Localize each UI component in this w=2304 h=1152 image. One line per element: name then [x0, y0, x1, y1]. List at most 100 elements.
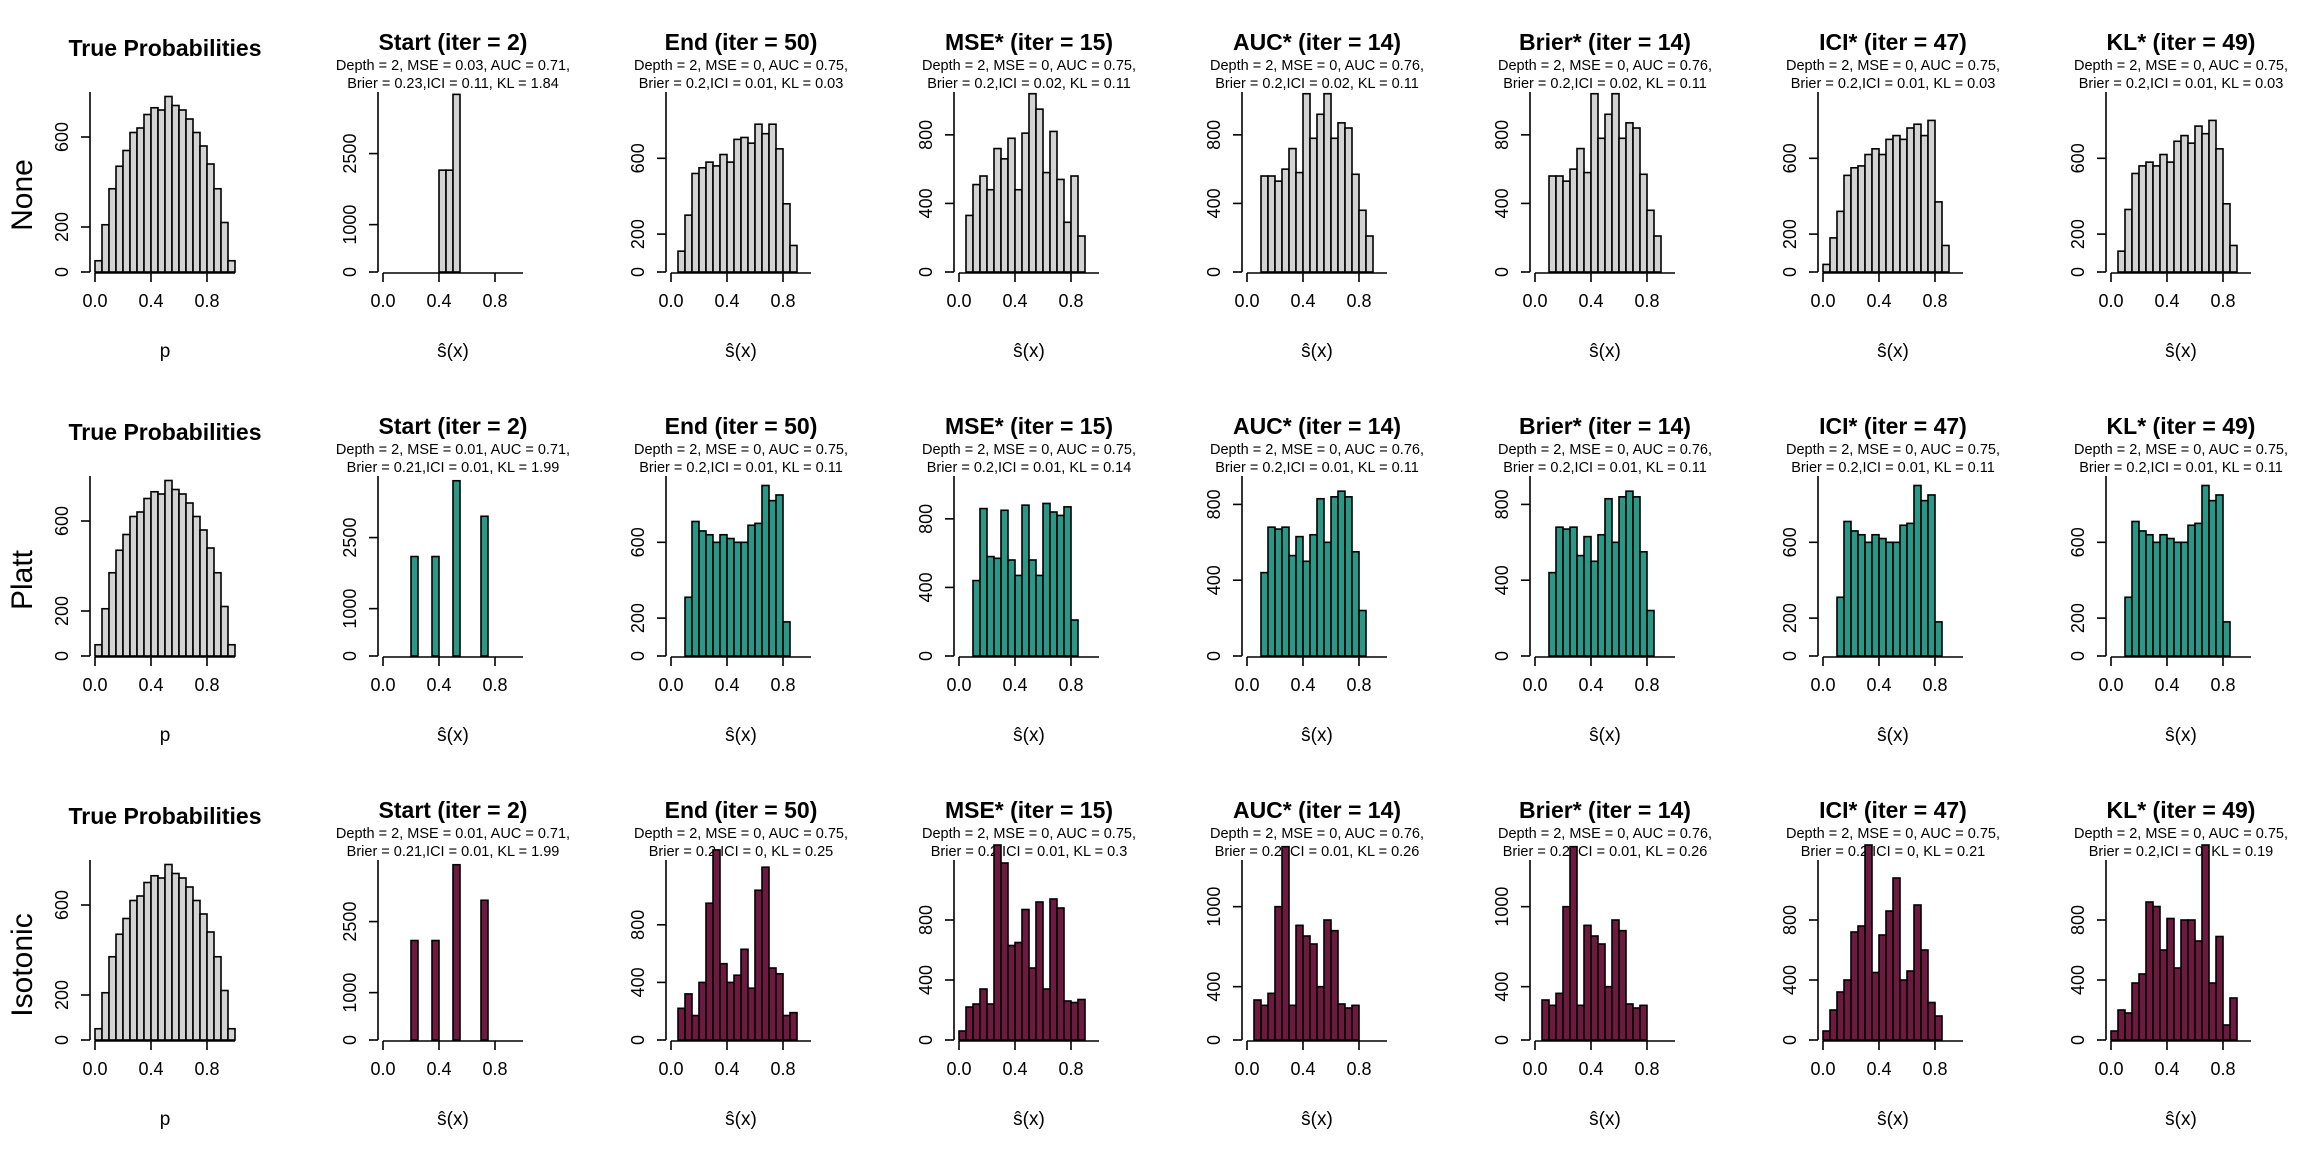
histogram-bar [1063, 506, 1072, 657]
x-tick-label: 0.8 [194, 291, 219, 311]
histogram-bar [684, 596, 693, 657]
panel-subtitle-line: Brier = 0.2,ICI = 0, KL = 0.21 [1801, 844, 1985, 860]
histogram-bar [410, 555, 419, 657]
y-tick-label: 0 [628, 1035, 648, 1045]
histogram-bar [1906, 970, 1915, 1041]
histogram-bar [972, 579, 981, 657]
y-tick-label: 600 [52, 890, 72, 920]
histogram-bar [775, 148, 784, 273]
y-tick-label: 200 [52, 980, 72, 1010]
histogram-bar [2208, 982, 2217, 1041]
histogram-bar [754, 889, 763, 1041]
histogram-bar [1857, 533, 1866, 657]
x-tick-label: 0.8 [1346, 1059, 1371, 1079]
y-tick-label: 400 [916, 965, 936, 995]
y-tick-label: 200 [1780, 219, 1800, 249]
histogram-bar [2166, 917, 2175, 1041]
histogram-bar [1323, 92, 1332, 273]
histogram-bar [1892, 134, 1901, 273]
histogram-bar [1281, 845, 1290, 1041]
x-tick-label: 0.8 [770, 1059, 795, 1079]
panel-subtitle-line: Brier = 0.2,ICI = 0.02, KL = 0.11 [1503, 76, 1707, 92]
histogram-bar [1562, 905, 1571, 1041]
y-tick-label: 400 [1492, 972, 1512, 1002]
panel-title: KL* (iter = 49) [2107, 29, 2256, 55]
x-tick-label: 0.8 [482, 291, 507, 311]
histogram-bar [1850, 931, 1859, 1041]
histogram-bar [747, 524, 756, 657]
x-tick-label: 0.4 [714, 291, 739, 311]
x-tick-label: 0.4 [1002, 1059, 1027, 1079]
panel-subtitle-line: Depth = 2, MSE = 0, AUC = 0.76, [1498, 826, 1712, 842]
histogram-bar [2229, 244, 2238, 273]
histogram-bar [1920, 499, 1929, 657]
histogram-bar [2222, 621, 2231, 657]
x-axis-label: ŝ(x) [1013, 725, 1045, 746]
y-tick-label: 400 [1492, 188, 1512, 218]
histogram-bar [1302, 935, 1311, 1041]
histogram-bar [115, 933, 124, 1041]
y-tick-label: 400 [2068, 965, 2088, 995]
histogram-bar [1288, 147, 1297, 273]
panel-platt-1: Start (iter = 2) Depth = 2, MSE = 0.01, A… [336, 413, 570, 746]
y-tick-label: 0 [916, 1035, 936, 1045]
histogram-bar [452, 93, 461, 273]
histogram-bar [1351, 1004, 1360, 1041]
histogram-bar [1913, 484, 1922, 657]
histogram-bar [2124, 208, 2133, 273]
histogram-bar [1829, 237, 1838, 273]
x-axis-label: ŝ(x) [437, 341, 469, 362]
panel-title: ICI* (iter = 47) [1819, 29, 1967, 55]
histogram-bar [726, 537, 735, 657]
panel-none-3: MSE* (iter = 15) Depth = 2, MSE = 0, AUC … [916, 29, 1136, 362]
x-tick-label: 0.0 [2098, 291, 2123, 311]
histogram-bar [1260, 571, 1269, 657]
histogram-bar [178, 493, 187, 657]
histogram-bar [1618, 929, 1627, 1041]
histogram-bar [1007, 559, 1016, 657]
x-tick-label: 0.4 [1578, 291, 1603, 311]
panel-title: End (iter = 50) [665, 797, 818, 823]
x-tick-label: 0.0 [370, 291, 395, 311]
histogram-bar [94, 1027, 103, 1041]
histogram-bar [698, 166, 707, 273]
histogram-bar [684, 214, 693, 273]
histogram-bar [775, 972, 784, 1041]
histogram-bar [1562, 528, 1571, 657]
panel-title: ICI* (iter = 47) [1819, 797, 1967, 823]
histogram-bar [1850, 530, 1859, 657]
histogram-bar [1913, 123, 1922, 273]
histogram-bar [1035, 901, 1044, 1041]
panel-none-7: KL* (iter = 49) Depth = 2, MSE = 0, AUC =… [2068, 29, 2288, 362]
x-tick-label: 0.0 [1810, 1059, 1835, 1079]
histogram-bar [129, 899, 138, 1041]
histogram-bar [101, 607, 110, 657]
y-tick-label: 1000 [340, 589, 360, 629]
histogram-bar [122, 533, 131, 657]
histogram-bar [761, 132, 770, 273]
histogram-bar [1885, 541, 1894, 657]
x-tick-label: 0.0 [2098, 675, 2123, 695]
x-axis-label: ŝ(x) [2165, 725, 2197, 746]
histogram-bar [740, 541, 749, 657]
panel-title: AUC* (iter = 14) [1233, 797, 1401, 823]
histogram-bar [1056, 907, 1065, 1041]
x-tick-label: 0.8 [1058, 675, 1083, 695]
histogram-bar [1042, 171, 1051, 273]
histogram-bar [761, 866, 770, 1041]
x-axis-label: ŝ(x) [437, 1109, 469, 1130]
histogram-bar [761, 484, 770, 657]
histogram-bar [101, 223, 110, 273]
histogram-bar [2222, 202, 2231, 273]
histogram-bar [691, 1014, 700, 1041]
y-tick-label: 800 [2068, 905, 2088, 935]
x-tick-label: 0.0 [658, 291, 683, 311]
panel-subtitle-line: Brier = 0.21,ICI = 0.01, KL = 1.99 [347, 460, 560, 476]
histogram-bar [1569, 526, 1578, 657]
histogram-bar [410, 939, 419, 1041]
y-tick-label: 400 [1780, 965, 1800, 995]
histogram-bar [1541, 999, 1550, 1041]
panel-title: Brier* (iter = 14) [1519, 797, 1691, 823]
x-tick-label: 0.0 [658, 1059, 683, 1079]
y-tick-label: 800 [916, 120, 936, 150]
